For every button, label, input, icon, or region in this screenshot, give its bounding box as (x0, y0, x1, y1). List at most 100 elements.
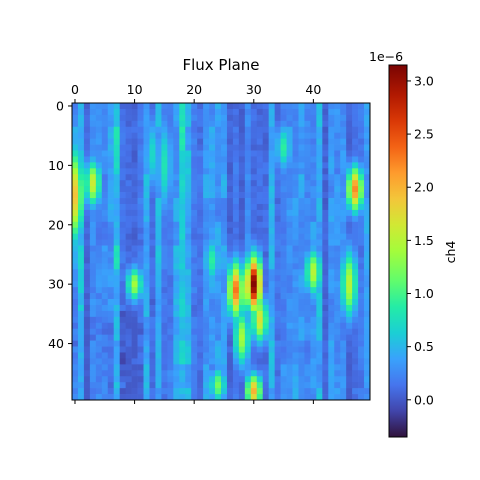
heatmap-cell (316, 328, 323, 336)
heatmap-cell (352, 174, 359, 181)
heatmap-cell (226, 198, 234, 205)
heatmap-cell (72, 162, 79, 169)
heatmap-cell (125, 186, 132, 193)
heatmap-cell (113, 144, 121, 151)
heatmap-cell (137, 168, 144, 175)
heatmap-cell (274, 257, 281, 264)
heatmap-cell (292, 269, 299, 276)
heatmap-cell (119, 132, 126, 139)
heatmap-cell (256, 275, 264, 282)
heatmap-cell (244, 322, 252, 330)
heatmap-cell (72, 174, 79, 181)
heatmap-cell (334, 310, 341, 318)
heatmap-cell (244, 221, 252, 229)
heatmap-cell (155, 287, 162, 294)
heatmap-cell (238, 322, 246, 330)
heatmap-cell (292, 251, 299, 258)
heatmap-cell (143, 287, 150, 294)
heatmap-cell (107, 310, 115, 318)
heatmap-cell (364, 263, 371, 270)
heatmap-cell (250, 352, 258, 359)
heatmap-cell (298, 245, 305, 252)
heatmap-cell (83, 227, 91, 235)
heatmap-cell (346, 156, 353, 163)
heatmap-cell (352, 346, 359, 353)
heatmap-cell (340, 120, 347, 128)
heatmap-cell (298, 370, 305, 377)
heatmap-cell (364, 269, 371, 276)
heatmap-cell (185, 245, 192, 252)
heatmap-cell (346, 281, 353, 288)
heatmap-cell (77, 275, 85, 282)
heatmap-cell (119, 370, 126, 377)
heatmap-cell (179, 281, 186, 288)
heatmap-cell (95, 239, 103, 246)
heatmap-cell (316, 269, 323, 276)
heatmap-cell (304, 209, 311, 217)
heatmap-cell (250, 239, 258, 246)
heatmap-cell (328, 233, 335, 240)
heatmap-cell (107, 168, 115, 175)
heatmap-cell (280, 233, 287, 240)
heatmap-cell (161, 346, 168, 353)
heatmap-cell (89, 251, 97, 258)
heatmap-cell (322, 352, 329, 359)
heatmap-cell (143, 203, 150, 211)
heatmap-cell (107, 358, 115, 365)
heatmap-cell (161, 103, 168, 110)
heatmap-cell (203, 287, 210, 294)
heatmap-cell (262, 114, 270, 122)
heatmap-cell (107, 120, 115, 128)
heatmap-cell (77, 233, 85, 240)
heatmap-cell (89, 203, 97, 211)
heatmap-cell (256, 174, 264, 181)
heatmap-cell (155, 269, 162, 276)
heatmap-cell (179, 108, 186, 116)
heatmap-cell (101, 198, 109, 205)
heatmap-cell (179, 162, 186, 169)
heatmap-cell (173, 299, 180, 306)
heatmap-cell (83, 233, 91, 240)
heatmap-cell (77, 180, 85, 187)
heatmap-cell (238, 156, 246, 163)
heatmap-cell (89, 370, 97, 377)
heatmap-cell (209, 322, 216, 330)
heatmap-cell (143, 388, 150, 395)
heatmap-cell (316, 352, 323, 359)
heatmap-cell (137, 334, 144, 341)
heatmap-cell (364, 108, 371, 116)
heatmap-cell (274, 186, 281, 193)
heatmap-cell (89, 221, 97, 229)
heatmap-cell (167, 180, 174, 187)
heatmap-cell (89, 346, 97, 353)
heatmap-cell (364, 114, 371, 122)
heatmap-cell (83, 215, 91, 223)
heatmap-cell (185, 352, 192, 359)
heatmap-cell (298, 310, 305, 318)
heatmap-cell (173, 233, 180, 240)
heatmap-cell (197, 257, 204, 264)
heatmap-cell (238, 209, 246, 217)
heatmap-cell (262, 221, 270, 229)
heatmap-cell (137, 215, 144, 223)
heatmap-cell (137, 364, 144, 371)
heatmap-cell (83, 198, 91, 205)
heatmap-cell (280, 186, 287, 193)
heatmap-cell (232, 352, 240, 359)
heatmap-cell (328, 322, 335, 330)
heatmap-cell (262, 328, 270, 336)
heatmap-cell (364, 192, 371, 199)
heatmap-cell (137, 192, 144, 199)
heatmap-cell (215, 304, 222, 312)
heatmap-cell (262, 215, 270, 223)
heatmap-cell (340, 257, 347, 264)
heatmap-cell (185, 388, 192, 395)
heatmap-cell (137, 233, 144, 240)
heatmap-cell (173, 174, 180, 181)
heatmap-cell (244, 275, 252, 282)
heatmap-cell (286, 388, 293, 395)
heatmap-cell (143, 239, 150, 246)
heatmap-cell (221, 394, 228, 401)
heatmap-cell (286, 334, 293, 341)
heatmap-cell (280, 388, 287, 395)
